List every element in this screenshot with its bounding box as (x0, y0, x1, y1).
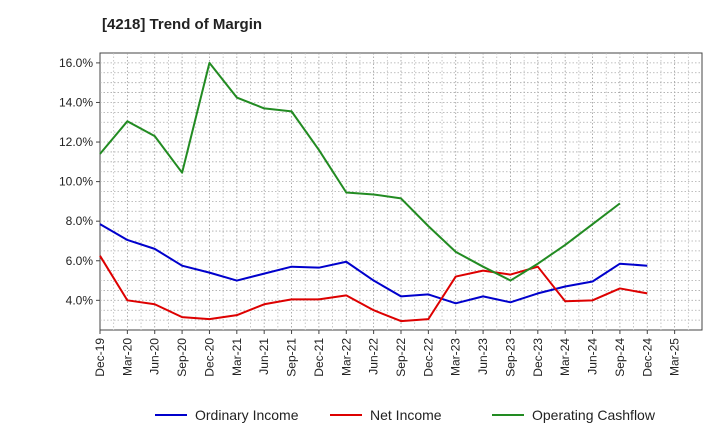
x-tick-label: Mar-22 (339, 338, 353, 376)
y-tick-label: 4.0% (66, 293, 94, 307)
x-tick-label: Dec-20 (202, 338, 216, 377)
x-tick-label: Sep-20 (175, 338, 189, 377)
x-tick-label: Jun-20 (148, 338, 162, 375)
x-tick-label: Jun-23 (476, 338, 490, 375)
series-line-2 (99, 255, 648, 323)
x-tick-label: Jun-24 (586, 338, 600, 375)
y-tick-label: 14.0% (59, 95, 93, 109)
x-tick-label: Sep-23 (503, 338, 517, 377)
x-tick-label: Mar-25 (668, 338, 682, 376)
x-tick-label: Dec-22 (421, 338, 435, 377)
legend-label: Ordinary Income (195, 407, 299, 423)
y-tick-label: 10.0% (59, 175, 93, 189)
x-tick-label: Sep-24 (613, 338, 627, 377)
x-tick-label: Dec-21 (312, 338, 326, 377)
x-tick-label: Dec-19 (93, 338, 107, 377)
x-tick-label: Dec-24 (640, 338, 654, 377)
chart-title: [4218] Trend of Margin (102, 16, 263, 33)
y-tick-label: 6.0% (66, 254, 94, 268)
x-tick-label: Dec-23 (531, 338, 545, 377)
legend-label: Operating Cashflow (532, 407, 656, 423)
y-tick-label: 8.0% (66, 214, 94, 228)
x-tick-label: Jun-22 (367, 338, 381, 375)
x-tick-label: Mar-23 (449, 338, 463, 376)
legend-label: Net Income (370, 407, 442, 423)
x-tick-label: Mar-20 (120, 338, 134, 376)
x-tick-label: Jun-21 (257, 338, 271, 375)
x-tick-label: Mar-21 (230, 338, 244, 376)
x-tick-label: Mar-24 (558, 338, 572, 376)
series-line-3 (99, 61, 621, 282)
x-tick-label: Sep-22 (394, 338, 408, 377)
y-tick-label: 12.0% (59, 135, 93, 149)
x-tick-label: Sep-21 (285, 338, 299, 377)
y-tick-label: 16.0% (59, 56, 93, 70)
